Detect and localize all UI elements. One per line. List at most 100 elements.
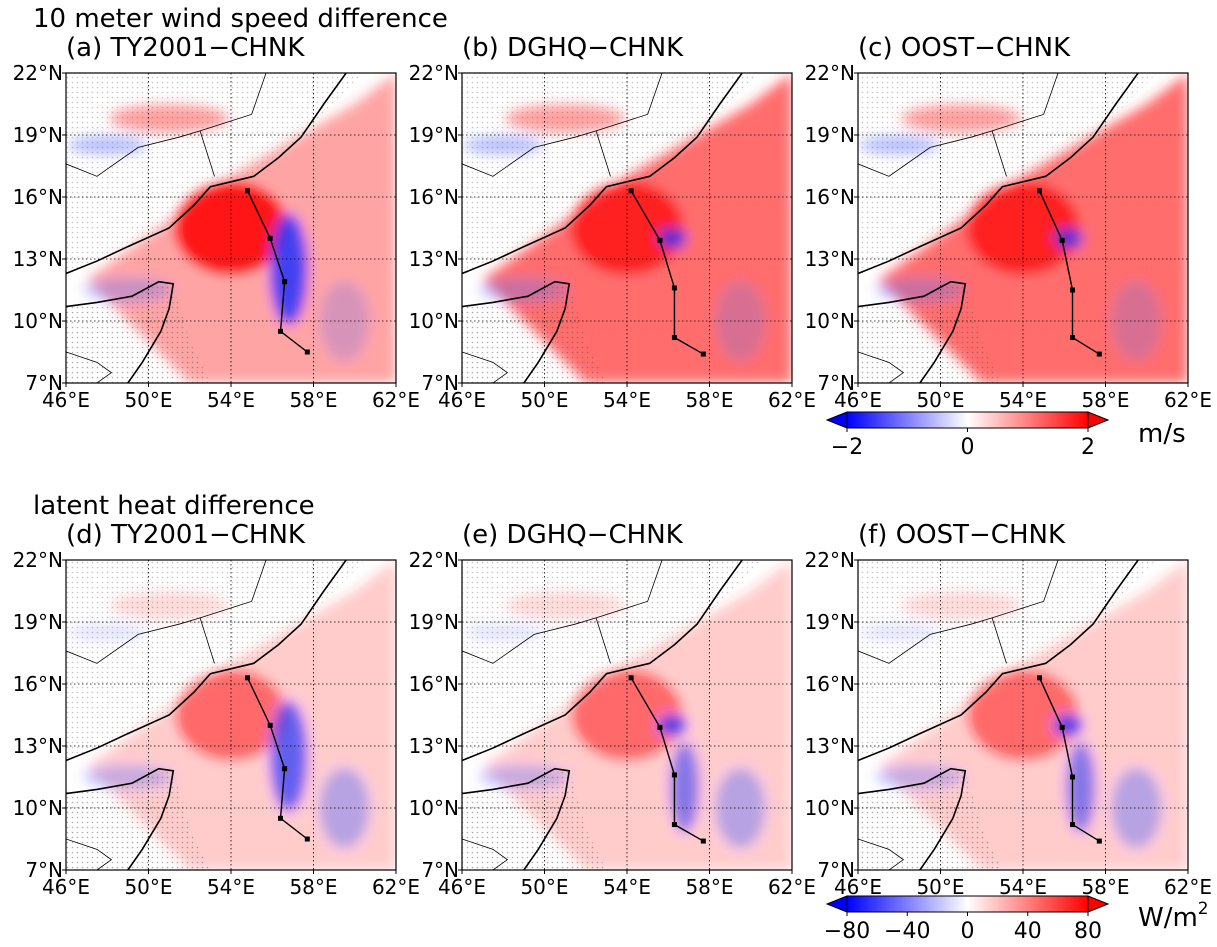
y-tick-label: 13°N — [409, 247, 459, 271]
y-tick-label: 22°N — [409, 548, 459, 572]
track-point — [304, 349, 310, 355]
track-point — [657, 724, 663, 730]
x-tick-label: 46°E — [42, 388, 90, 412]
y-tick-label: 19°N — [805, 610, 855, 634]
y-tick-label: 22°N — [805, 548, 855, 572]
colorbar-tick-label: 2 — [1081, 435, 1095, 460]
x-tick-label: 62°E — [768, 875, 816, 899]
map-panel — [858, 560, 1188, 870]
track-point — [282, 766, 288, 772]
y-tick-label: 13°N — [409, 734, 459, 758]
colorbar-tick-label: 80 — [1074, 919, 1102, 944]
track-point — [657, 237, 663, 243]
colorbar-tick-label: −2 — [831, 435, 863, 460]
x-tick-label: 58°E — [289, 875, 337, 899]
panel-title: (a) TY2001−CHNK — [66, 33, 305, 63]
track-point — [700, 838, 706, 844]
y-tick-label: 13°N — [805, 247, 855, 271]
track-point — [628, 188, 634, 194]
colorbar-unit: m/s — [1138, 419, 1186, 449]
y-tick-label: 22°N — [13, 548, 63, 572]
map-panel — [858, 73, 1188, 383]
track-point — [700, 351, 706, 357]
track-point — [1059, 237, 1065, 243]
row-title: 10 meter wind speed difference — [33, 4, 448, 34]
panel-title: (e) DGHQ−CHNK — [462, 520, 684, 550]
x-tick-label: 58°E — [1081, 875, 1129, 899]
x-tick-label: 62°E — [768, 388, 816, 412]
x-tick-label: 50°E — [916, 388, 964, 412]
x-tick-label: 58°E — [685, 875, 733, 899]
y-tick-label: 10°N — [13, 309, 63, 333]
y-tick-label: 19°N — [409, 123, 459, 147]
map-panel — [462, 560, 792, 870]
y-tick-label: 7°N — [421, 371, 459, 395]
y-tick-label: 10°N — [409, 309, 459, 333]
x-tick-label: 46°E — [834, 388, 882, 412]
panel-title: (c) OOST−CHNK — [858, 33, 1071, 63]
x-tick-label: 46°E — [438, 875, 486, 899]
y-tick-label: 16°N — [805, 185, 855, 209]
y-tick-label: 16°N — [13, 185, 63, 209]
x-tick-label: 54°E — [999, 388, 1047, 412]
y-tick-label: 16°N — [409, 672, 459, 696]
y-tick-label: 7°N — [817, 858, 855, 882]
track-point — [1096, 351, 1102, 357]
y-tick-label: 10°N — [409, 796, 459, 820]
y-tick-label: 13°N — [805, 734, 855, 758]
panel-title: (b) DGHQ−CHNK — [462, 33, 684, 63]
track-point — [1037, 675, 1042, 681]
x-tick-label: 46°E — [438, 388, 486, 412]
colorbar-unit: W/m2 — [1138, 899, 1209, 933]
x-tick-label: 58°E — [289, 388, 337, 412]
y-tick-label: 7°N — [25, 858, 63, 882]
y-tick-label: 16°N — [409, 185, 459, 209]
track-point — [671, 335, 677, 341]
map-panel — [66, 560, 396, 870]
x-tick-label: 46°E — [834, 875, 882, 899]
track-point — [1070, 287, 1075, 293]
y-tick-label: 10°N — [805, 309, 855, 333]
y-tick-label: 10°N — [805, 796, 855, 820]
track-point — [671, 285, 677, 291]
y-tick-label: 19°N — [805, 123, 855, 147]
track-point — [282, 279, 288, 285]
y-tick-label: 13°N — [13, 734, 63, 758]
track-point — [278, 815, 283, 821]
colorbar: −80 −40 0 40 80 W/m2 — [824, 895, 1209, 944]
track-point — [628, 675, 634, 681]
track-point — [1070, 335, 1075, 341]
track-point — [267, 235, 273, 241]
y-tick-label: 13°N — [13, 247, 63, 271]
track-point — [245, 675, 250, 681]
x-tick-label: 46°E — [42, 875, 90, 899]
x-tick-label: 54°E — [207, 875, 255, 899]
track-point — [671, 772, 677, 778]
colorbar-tick-label: 0 — [961, 435, 975, 460]
y-tick-label: 22°N — [805, 61, 855, 85]
colorbar-tick-label: 40 — [1014, 919, 1042, 944]
y-tick-label: 19°N — [13, 123, 63, 147]
x-tick-label: 50°E — [916, 875, 964, 899]
y-tick-label: 7°N — [25, 371, 63, 395]
colorbar-tick-label: −40 — [884, 919, 930, 944]
track-point — [278, 328, 283, 334]
track-point — [245, 188, 250, 194]
x-tick-label: 62°E — [1164, 875, 1212, 899]
x-tick-label: 54°E — [999, 875, 1047, 899]
track-point — [1096, 838, 1102, 844]
y-tick-label: 10°N — [13, 796, 63, 820]
track-point — [671, 822, 677, 828]
track-point — [267, 722, 273, 728]
colorbar-tick-label: −80 — [824, 919, 870, 944]
x-tick-label: 50°E — [520, 875, 568, 899]
y-tick-label: 16°N — [13, 672, 63, 696]
y-tick-label: 7°N — [817, 371, 855, 395]
panel-title: (f) OOST−CHNK — [858, 520, 1066, 550]
y-tick-label: 16°N — [805, 672, 855, 696]
x-tick-label: 50°E — [520, 388, 568, 412]
y-tick-label: 19°N — [13, 610, 63, 634]
row-title: latent heat difference — [33, 491, 315, 521]
x-tick-label: 62°E — [372, 388, 420, 412]
